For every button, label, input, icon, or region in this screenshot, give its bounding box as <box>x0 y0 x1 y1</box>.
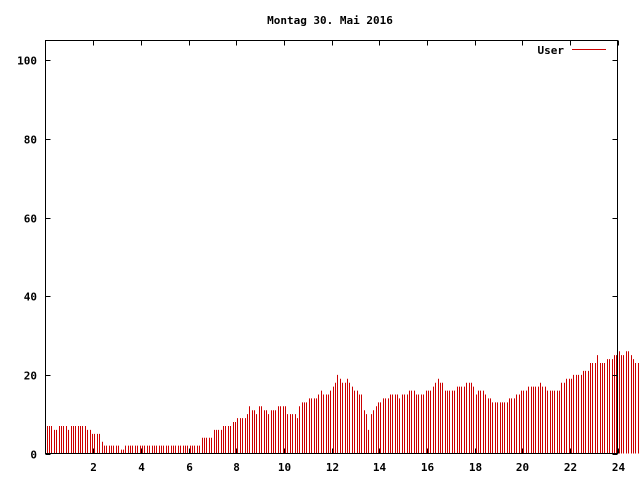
y-tick-label: 100 <box>17 55 37 68</box>
legend: User <box>538 44 606 57</box>
x-tick-label: 12 <box>326 461 339 474</box>
x-tick-label: 24 <box>612 461 626 474</box>
y-tick-label: 80 <box>24 134 37 147</box>
x-tick-label: 10 <box>278 461 291 474</box>
bars-group <box>47 351 639 454</box>
y-tick-label: 60 <box>24 213 37 226</box>
x-tick-label: 6 <box>186 461 193 474</box>
y-tick-label: 20 <box>24 370 37 383</box>
x-tick-label: 14 <box>373 461 387 474</box>
legend-label-user: User <box>538 44 565 57</box>
x-tick-label: 20 <box>516 461 529 474</box>
x-tick-label: 8 <box>233 461 240 474</box>
x-tick-label: 16 <box>421 461 435 474</box>
y-tick-label: 40 <box>24 291 37 304</box>
x-tick-label: 2 <box>90 461 97 474</box>
y-tick-label: 0 <box>30 449 37 462</box>
x-tick-label: 22 <box>564 461 577 474</box>
x-tick-label: 18 <box>469 461 482 474</box>
chart-title: Montag 30. Mai 2016 <box>267 14 393 27</box>
x-tick-label: 4 <box>138 461 145 474</box>
plot-frame <box>45 40 618 454</box>
